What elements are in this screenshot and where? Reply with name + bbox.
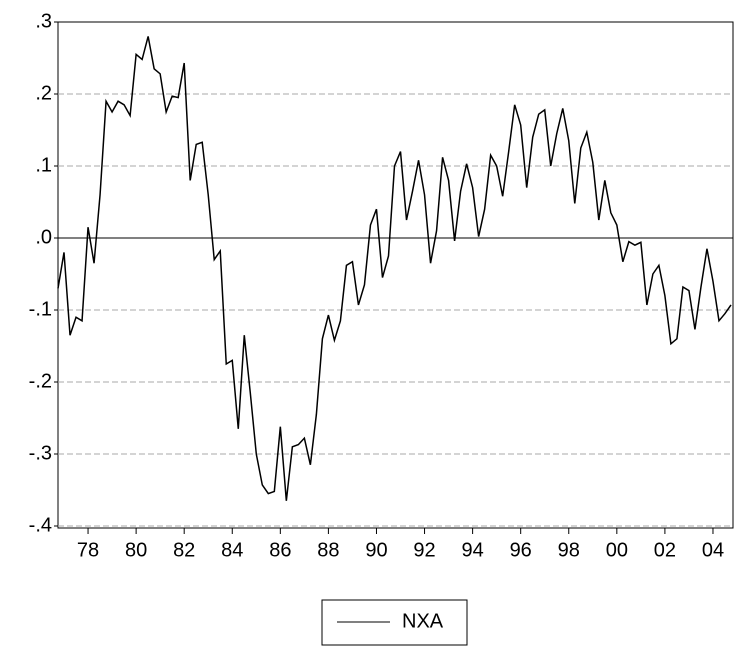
x-tick-label: 04 — [702, 539, 724, 561]
x-tick-label: 90 — [365, 539, 387, 561]
x-tick-label: 94 — [461, 539, 483, 561]
y-tick-label: -.2 — [29, 370, 52, 392]
plot-frame — [57, 21, 734, 529]
x-tick-label: 02 — [654, 539, 676, 561]
x-tick-label: 86 — [269, 539, 291, 561]
x-tick-label: 92 — [413, 539, 435, 561]
y-tick-label: .2 — [35, 82, 52, 104]
x-tick-label: 00 — [606, 539, 628, 561]
x-tick-label: 98 — [558, 539, 580, 561]
legend-label: NXA — [402, 610, 444, 632]
y-tick-label: .3 — [35, 10, 52, 32]
legend: NXA — [321, 599, 468, 646]
x-tick-label: 80 — [125, 539, 147, 561]
x-tick-label: 82 — [173, 539, 195, 561]
y-tick-label: -.3 — [29, 442, 52, 464]
x-tick-label: 88 — [317, 539, 339, 561]
y-tick-label: .1 — [35, 154, 52, 176]
x-tick-label: 96 — [510, 539, 532, 561]
y-tick-label: -.1 — [29, 298, 52, 320]
y-tick-label: -.4 — [29, 514, 52, 536]
x-tick-label: 84 — [221, 539, 243, 561]
x-tick-label: 78 — [77, 539, 99, 561]
data-line — [57, 36, 732, 501]
y-tick-label: .0 — [35, 226, 52, 248]
